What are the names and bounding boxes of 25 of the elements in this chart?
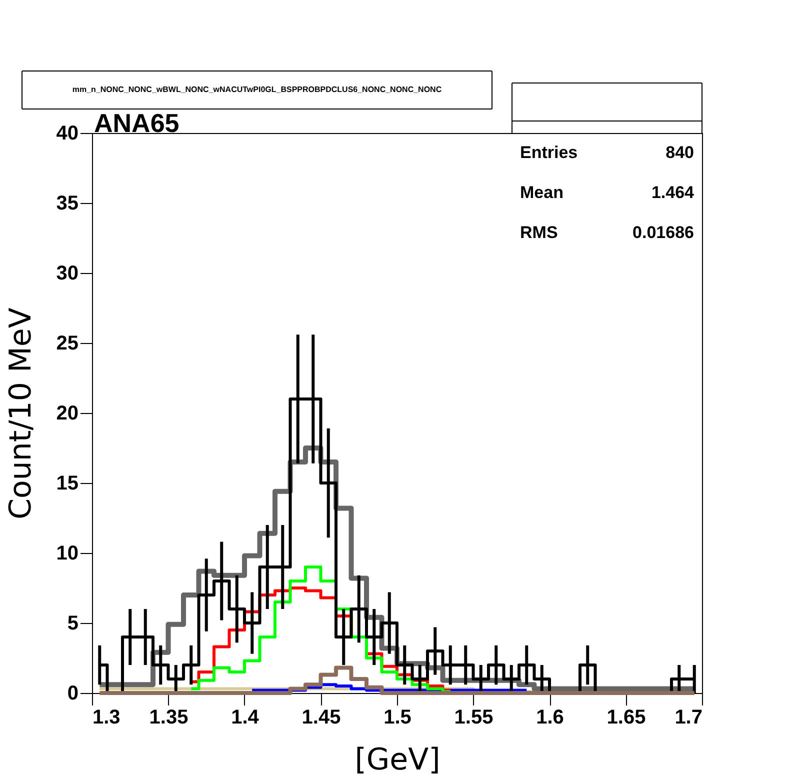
y-tick-label: 30 — [56, 262, 78, 284]
x-tick-label: 1.55 — [454, 706, 494, 728]
text: Entries 840 — [520, 143, 694, 162]
y-axis-title: Count/10 MeV — [3, 307, 38, 520]
x-tick-label: 1.35 — [149, 706, 188, 728]
x-tick-label: 1.6 — [536, 706, 564, 728]
y-tick-label: 35 — [56, 192, 78, 214]
x-tick-label: 1.7 — [674, 706, 702, 728]
y-tick-label: 0 — [67, 682, 78, 704]
y-tick-label: 25 — [56, 332, 78, 354]
x-tick-label: 1.4 — [231, 706, 260, 728]
y-tick-label: 40 — [56, 122, 78, 144]
x-tick-label: 1.5 — [384, 706, 412, 728]
x-tick-label: 1.3 — [92, 706, 120, 728]
chart-title: mm_n_NONC_NONC_wBWL_NONC_wNACUTwPI0GL_BSPPROBPDCLUS6_NONC_NONC_NONC — [72, 85, 442, 94]
chart-subtitle: ANA65 — [94, 108, 180, 138]
y-tick-label: 10 — [56, 542, 78, 564]
text: Mean 1.464 — [520, 183, 694, 202]
x-tick-label: 1.45 — [302, 706, 341, 728]
x-axis-title: [GeV] — [354, 742, 440, 778]
y-tick-label: 20 — [56, 402, 78, 424]
text: RMS 0.01686 — [520, 223, 694, 242]
y-tick-label: 5 — [67, 612, 78, 634]
x-tick-label: 1.65 — [606, 706, 646, 728]
y-tick-label: 15 — [56, 472, 78, 494]
